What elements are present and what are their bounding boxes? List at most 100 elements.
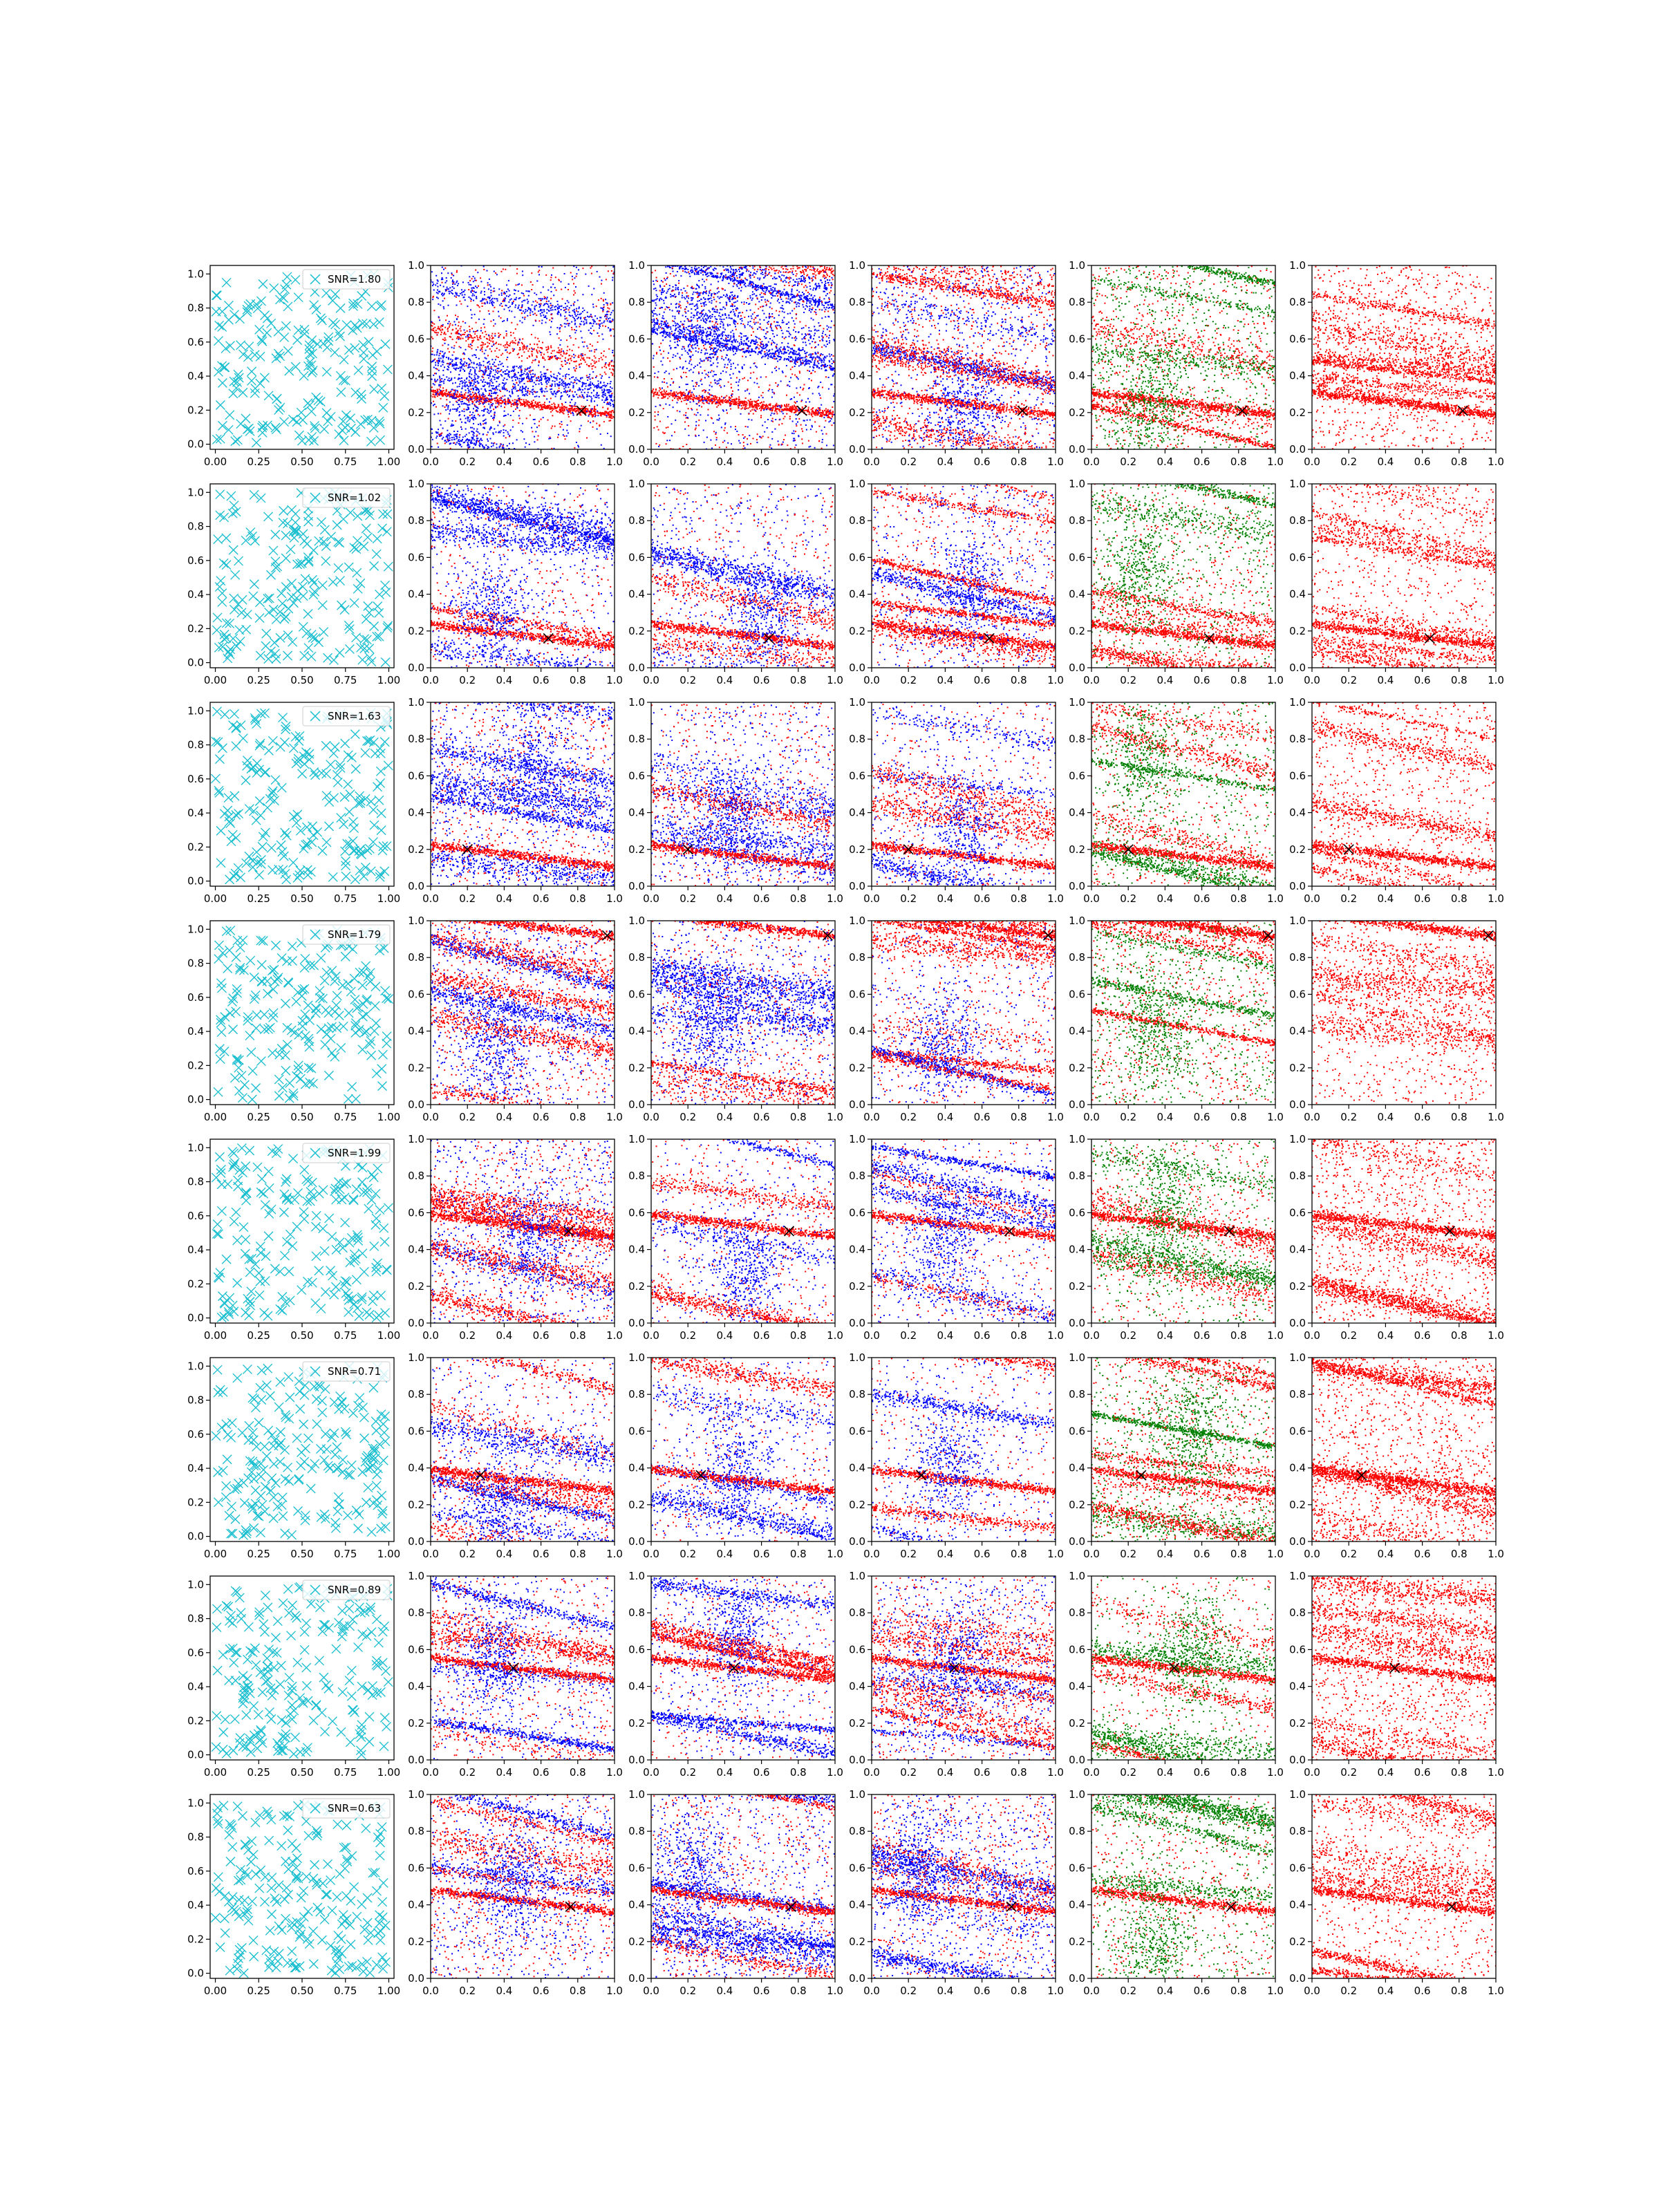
data-point <box>741 344 742 345</box>
data-point <box>482 434 484 435</box>
data-point <box>460 303 462 305</box>
data-point <box>606 279 607 280</box>
data-point <box>543 404 545 405</box>
data-point <box>590 328 592 329</box>
data-point <box>476 389 477 391</box>
data-point <box>471 399 472 400</box>
data-point <box>590 396 592 397</box>
data-point <box>451 347 453 348</box>
data-point <box>534 436 535 438</box>
data-point <box>453 281 455 283</box>
data-point <box>567 384 568 385</box>
data-point <box>496 348 498 349</box>
data-point <box>456 410 458 411</box>
data-point <box>497 371 498 372</box>
data-point <box>471 394 472 395</box>
data-point <box>472 418 474 420</box>
data-point <box>809 308 811 310</box>
data-point <box>733 269 734 270</box>
data-point <box>504 308 505 310</box>
data-point <box>605 356 606 357</box>
data-point <box>453 348 455 349</box>
data-point <box>490 290 491 291</box>
data-point <box>498 377 499 378</box>
data-point <box>551 291 552 292</box>
data-point <box>605 413 606 414</box>
data-point <box>568 359 569 361</box>
data-point <box>808 327 809 328</box>
data-point <box>479 440 480 442</box>
data-point <box>457 393 458 395</box>
data-point <box>522 388 523 390</box>
data-point <box>555 396 556 397</box>
data-point <box>491 359 493 360</box>
data-point <box>471 382 472 384</box>
data-point <box>563 381 564 382</box>
data-point <box>523 293 524 294</box>
data-point <box>376 302 385 311</box>
data-point <box>610 411 611 413</box>
data-point <box>564 323 565 324</box>
data-point <box>760 269 761 270</box>
data-point <box>558 279 559 281</box>
data-point <box>455 324 456 326</box>
data-point <box>806 286 807 288</box>
data-point <box>491 346 493 347</box>
data-point <box>463 358 465 359</box>
data-point <box>599 320 600 321</box>
data-point <box>569 312 570 313</box>
data-point <box>529 444 530 445</box>
data-point <box>504 384 505 385</box>
data-point <box>565 308 567 310</box>
data-point <box>579 366 581 368</box>
data-point <box>546 391 547 392</box>
data-point <box>670 328 671 330</box>
data-point <box>604 411 606 413</box>
data-point <box>466 363 467 364</box>
data-point <box>552 350 553 352</box>
data-point <box>782 337 783 338</box>
data-point <box>713 330 715 331</box>
data-point <box>474 373 476 375</box>
data-point <box>543 417 544 418</box>
data-point <box>831 272 832 274</box>
data-point <box>612 373 613 375</box>
data-point <box>489 380 491 382</box>
data-point <box>501 397 503 399</box>
data-point <box>807 268 809 269</box>
data-point <box>434 384 435 386</box>
data-point <box>575 315 577 317</box>
data-point <box>437 388 438 390</box>
data-point <box>457 332 458 333</box>
data-point <box>565 312 566 313</box>
data-point <box>469 383 471 384</box>
data-point <box>790 268 791 270</box>
data-point <box>471 317 472 319</box>
data-point <box>800 281 802 282</box>
data-point <box>778 272 779 274</box>
data-point <box>446 357 447 358</box>
data-point <box>447 323 449 324</box>
data-point <box>470 298 471 299</box>
data-point <box>588 330 590 331</box>
data-point <box>379 403 388 412</box>
data-point <box>432 439 433 440</box>
data-point <box>529 356 530 357</box>
data-point <box>579 326 580 327</box>
data-point <box>809 269 811 270</box>
data-point <box>572 276 573 277</box>
data-point <box>515 299 516 300</box>
data-point <box>432 354 433 355</box>
data-point <box>462 364 464 366</box>
data-point <box>507 413 509 415</box>
data-point <box>525 391 527 392</box>
data-point <box>442 360 444 362</box>
data-point <box>538 384 540 385</box>
data-point <box>572 315 573 317</box>
data-point <box>606 415 608 416</box>
data-point <box>435 393 437 394</box>
data-point <box>594 349 595 350</box>
data-point <box>590 382 591 383</box>
data-point <box>608 327 609 328</box>
data-point <box>494 374 496 375</box>
